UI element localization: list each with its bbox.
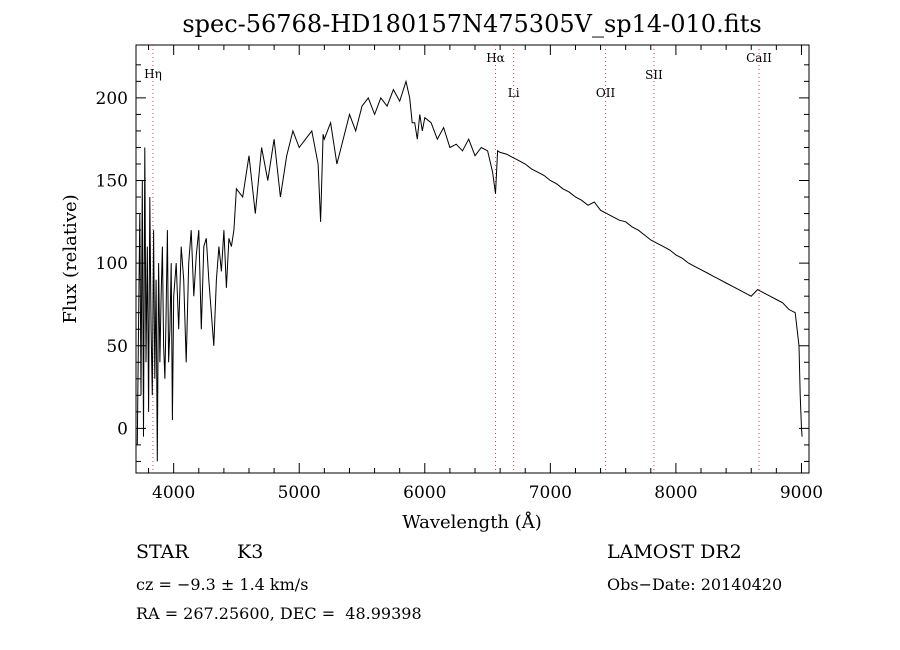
chart-title: spec-56768-HD180157N475305V_sp14-010.fit… [182, 10, 761, 38]
x-tick-label: 7000 [529, 483, 572, 503]
x-tick-label: 6000 [403, 483, 446, 503]
x-tick-label: 8000 [654, 483, 697, 503]
x-axis-label: Wavelength (Å) [402, 511, 542, 533]
reference-line-label: Li [508, 86, 520, 100]
coordinates-value: RA = 267.25600, DEC = 48.99398 [136, 604, 422, 623]
x-tick-label: 5000 [278, 483, 321, 503]
subclass-label: K3 [237, 541, 264, 563]
reference-line-label: Hη [144, 67, 162, 81]
spectrum-line [136, 79, 803, 462]
y-axis-label: Flux (relative) [60, 194, 81, 323]
y-tick-label: 0 [117, 419, 128, 439]
y-axis-ticks: 0 50 100 150 200 [96, 64, 809, 462]
obs-date-value: Obs−Date: 20140420 [607, 575, 783, 594]
x-axis-ticks: 4000 5000 6000 7000 8000 9000 [148, 45, 823, 503]
redshift-value: cz = −9.3 ± 1.4 km/s [136, 575, 309, 594]
x-tick-label: 4000 [152, 483, 195, 503]
reference-labels: Hη Hα Li OII SII CaII [144, 51, 772, 100]
y-tick-label: 150 [96, 172, 128, 192]
reference-lines [152, 45, 760, 473]
object-class-label: STAR [136, 541, 189, 563]
reference-line-label: CaII [746, 51, 772, 65]
plot-frame [135, 44, 810, 474]
reference-line-label: Hα [486, 51, 505, 65]
y-tick-label: 50 [106, 337, 128, 357]
x-tick-label: 9000 [780, 483, 823, 503]
y-tick-label: 200 [96, 89, 128, 109]
survey-label: LAMOST DR2 [607, 541, 742, 563]
y-tick-label: 100 [96, 254, 128, 274]
reference-line-label: SII [645, 68, 663, 82]
reference-line-label: OII [596, 86, 616, 100]
